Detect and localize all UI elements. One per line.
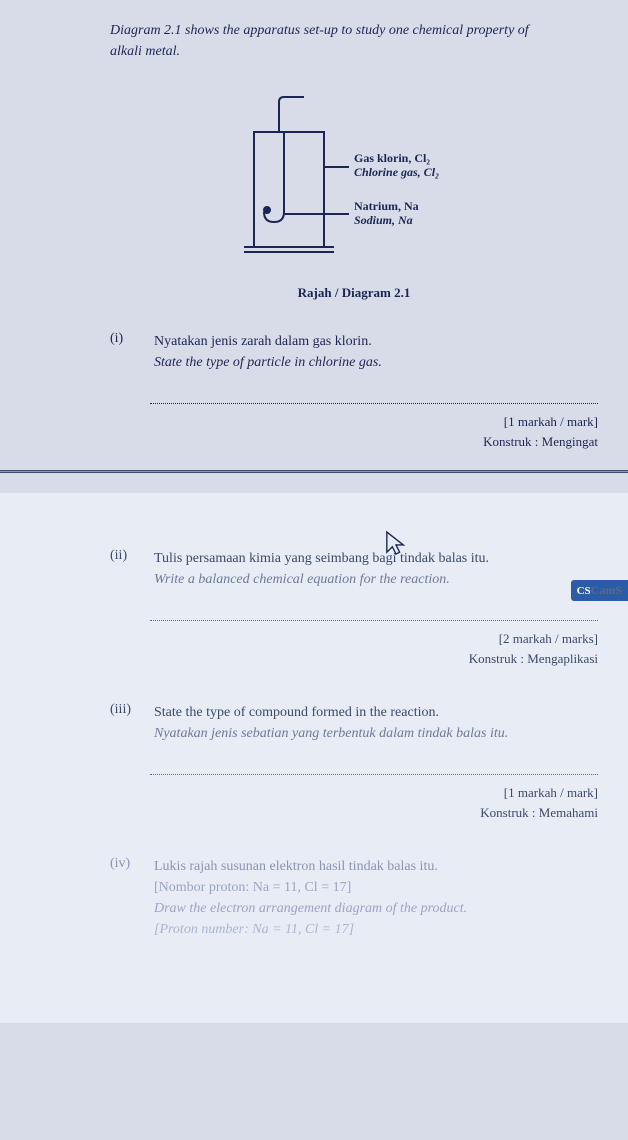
q4-line2: [Nombor proton: Na = 11, Cl = 17] <box>154 880 351 895</box>
camscanner-badge: CSCamS <box>571 580 628 601</box>
answer-line-1 <box>150 403 598 404</box>
apparatus-diagram: Gas klorin, Cl₂ Chlorine gas, Cl₂ Natriu… <box>214 92 494 272</box>
q2-number: (ii) <box>110 548 150 564</box>
q4-line4: [Proton number: Na = 11, Cl = 17] <box>154 922 354 937</box>
q1-line2: State the type of particle in chlorine g… <box>154 355 382 370</box>
question-i: (i) Nyatakan jenis zarah dalam gas klori… <box>110 331 598 373</box>
q3-marks: [1 markah / mark] <box>110 785 598 801</box>
document-page: Diagram 2.1 shows the apparatus set-up t… <box>0 0 628 1023</box>
q3-line2: Nyatakan jenis sebatian yang terbentuk d… <box>154 726 508 741</box>
diagram-container: Gas klorin, Cl₂ Chlorine gas, Cl₂ Natriu… <box>110 92 598 301</box>
q1-line1: Nyatakan jenis zarah dalam gas klorin. <box>154 334 372 349</box>
intro-line1: Diagram 2.1 shows the apparatus set-up t… <box>110 23 529 38</box>
answer-line-2 <box>150 620 598 621</box>
q3-line1: State the type of compound formed in the… <box>154 705 439 720</box>
intro-text: Diagram 2.1 shows the apparatus set-up t… <box>110 20 598 62</box>
q2-marks: [2 markah / marks] <box>110 631 598 647</box>
q1-konstruk: Konstruk : Mengingat <box>110 434 598 450</box>
q4-text: Lukis rajah susunan elektron hasil tinda… <box>154 856 597 940</box>
q1-marks: [1 markah / mark] <box>110 414 598 430</box>
q4-line3: Draw the electron arrangement diagram of… <box>154 901 467 916</box>
q2-line2: Write a balanced chemical equation for t… <box>154 572 450 587</box>
intro-line2: alkali metal. <box>110 44 180 59</box>
cs-label: CS <box>577 585 591 597</box>
q3-konstruk: Konstruk : Memahami <box>110 805 598 821</box>
metal-label-ms: Natrium, Na <box>354 199 419 213</box>
diagram-caption: Rajah / Diagram 2.1 <box>110 285 598 301</box>
q4-number: (iv) <box>110 856 150 872</box>
question-iv: (iv) Lukis rajah susunan elektron hasil … <box>110 856 598 940</box>
q2-text: Tulis persamaan kimia yang seimbang bagi… <box>154 548 597 590</box>
gas-label-ms: Gas klorin, Cl₂ <box>354 151 430 165</box>
page-section-2: (ii) Tulis persamaan kimia yang seimbang… <box>0 493 628 1023</box>
question-iii: (iii) State the type of compound formed … <box>110 702 598 744</box>
gas-label-en: Chlorine gas, Cl₂ <box>354 165 439 179</box>
metal-label-en: Sodium, Na <box>354 213 413 227</box>
question-ii: (ii) Tulis persamaan kimia yang seimbang… <box>110 548 598 590</box>
q2-line1: Tulis persamaan kimia yang seimbang bagi… <box>154 551 489 566</box>
q1-text: Nyatakan jenis zarah dalam gas klorin. S… <box>154 331 597 373</box>
cs-text: CamS <box>591 583 622 597</box>
answer-line-3 <box>150 774 598 775</box>
page-divider <box>0 470 628 473</box>
q3-text: State the type of compound formed in the… <box>154 702 597 744</box>
q2-konstruk: Konstruk : Mengaplikasi <box>110 651 598 667</box>
cursor-icon <box>385 530 407 558</box>
q3-number: (iii) <box>110 702 150 718</box>
q1-number: (i) <box>110 331 150 347</box>
q4-line1: Lukis rajah susunan elektron hasil tinda… <box>154 859 438 874</box>
